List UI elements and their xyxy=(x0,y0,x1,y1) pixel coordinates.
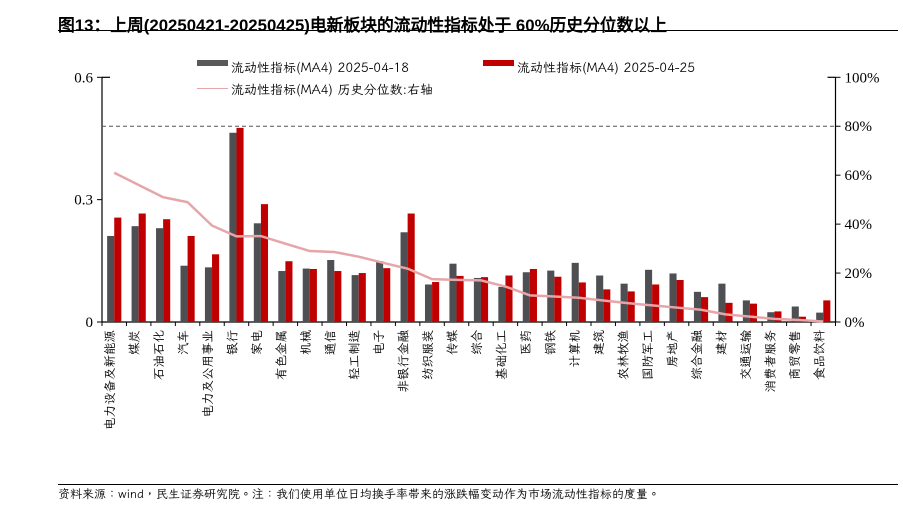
svg-text:建材: 建材 xyxy=(712,330,729,356)
svg-text:0.3: 0.3 xyxy=(74,193,93,209)
svg-text:有色金属: 有色金属 xyxy=(272,330,289,380)
svg-text:交通运输: 交通运输 xyxy=(737,330,754,381)
svg-text:非银行金融: 非银行金融 xyxy=(395,330,412,393)
svg-text:基础化工: 基础化工 xyxy=(492,330,509,381)
svg-text:电力设备及新能源: 电力设备及新能源 xyxy=(101,330,118,430)
svg-text:综合金融: 综合金融 xyxy=(688,330,705,381)
svg-text:家电: 家电 xyxy=(248,330,265,355)
svg-text:煤炭: 煤炭 xyxy=(126,330,143,355)
svg-text:0.6: 0.6 xyxy=(74,70,93,86)
svg-text:40%: 40% xyxy=(845,217,873,233)
svg-text:20%: 20% xyxy=(845,266,873,282)
svg-text:钢铁: 钢铁 xyxy=(541,330,558,356)
svg-text:计算机: 计算机 xyxy=(566,330,583,368)
svg-text:医药: 医药 xyxy=(517,330,534,355)
svg-text:电子: 电子 xyxy=(370,330,387,356)
svg-text:银行: 银行 xyxy=(223,330,240,356)
svg-text:80%: 80% xyxy=(845,119,873,135)
svg-text:轻工制造: 轻工制造 xyxy=(346,330,363,381)
svg-text:石油石化: 石油石化 xyxy=(150,330,167,381)
svg-text:传媒: 传媒 xyxy=(444,330,461,356)
svg-text:电力及公用事业: 电力及公用事业 xyxy=(199,330,216,418)
svg-text:汽车: 汽车 xyxy=(175,330,192,355)
svg-text:商贸零售: 商贸零售 xyxy=(786,330,803,380)
svg-text:综合: 综合 xyxy=(468,330,485,356)
svg-text:100%: 100% xyxy=(845,70,880,86)
svg-text:国防军工: 国防军工 xyxy=(639,330,656,381)
svg-text:60%: 60% xyxy=(845,168,873,184)
svg-text:机械: 机械 xyxy=(297,330,314,356)
svg-text:建筑: 建筑 xyxy=(590,330,607,356)
svg-text:农林牧渔: 农林牧渔 xyxy=(615,330,632,381)
svg-text:0%: 0% xyxy=(845,315,865,331)
svg-text:通信: 通信 xyxy=(321,330,338,355)
svg-text:食品饮料: 食品饮料 xyxy=(810,330,827,381)
svg-text:消费者服务: 消费者服务 xyxy=(761,330,778,393)
svg-text:纺织服装: 纺织服装 xyxy=(419,330,436,381)
svg-text:0: 0 xyxy=(86,315,94,331)
svg-text:房地产: 房地产 xyxy=(664,330,681,368)
